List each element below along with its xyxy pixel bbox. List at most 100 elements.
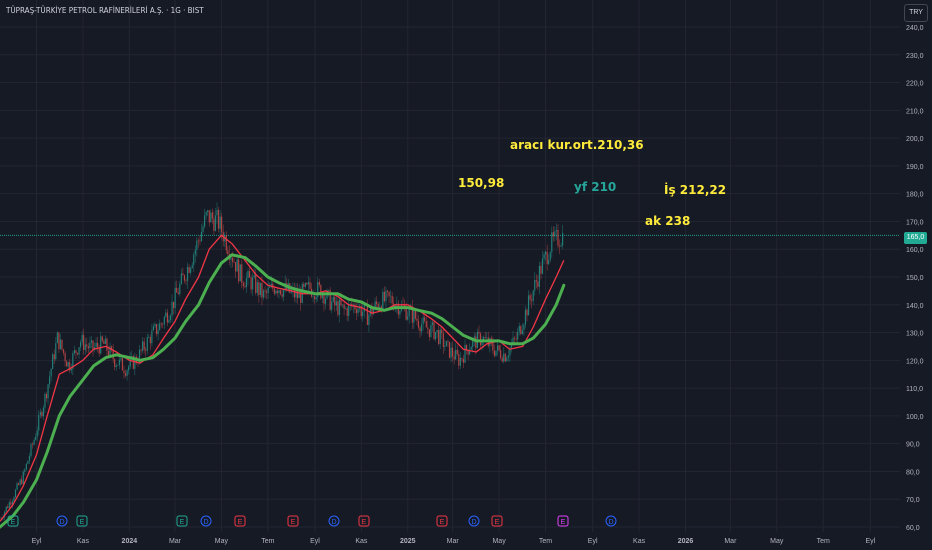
candle-body <box>109 346 111 356</box>
currency-button[interactable]: TRY <box>904 4 928 22</box>
candle-body <box>273 288 275 294</box>
event-label: E <box>238 519 243 526</box>
candle-body <box>92 340 94 350</box>
candle-body <box>473 336 475 340</box>
candle-body <box>521 330 523 335</box>
candle-body <box>244 285 246 288</box>
event-label: E <box>495 519 500 526</box>
candle-body <box>405 307 407 320</box>
candle-body <box>36 430 38 437</box>
candle-body <box>475 336 477 349</box>
candle-body <box>261 282 263 298</box>
candle-body <box>507 355 509 358</box>
candle-body <box>541 258 544 274</box>
candle-body <box>52 354 54 369</box>
candle-body <box>100 336 102 354</box>
candle-body <box>235 262 237 272</box>
symbol-title[interactable]: TÜPRAŞ-TÜRKİYE PETROL RAFİNERİLERİ A.Ş. … <box>6 6 204 15</box>
candle-body <box>467 350 469 355</box>
candle-body <box>501 358 503 362</box>
candle-body <box>47 384 49 399</box>
candle-body <box>312 296 314 297</box>
candle-body <box>230 257 232 260</box>
candle-body <box>298 291 300 299</box>
candle-body <box>484 337 486 339</box>
candle-body <box>416 318 418 321</box>
x-tick-label: Kas <box>355 538 368 545</box>
candle-body <box>297 290 299 299</box>
candle-body <box>555 229 558 232</box>
candle-body <box>256 282 258 293</box>
candle-body <box>247 271 249 279</box>
candle-body <box>39 412 41 416</box>
candle-body <box>33 439 35 445</box>
event-label: D <box>59 519 64 526</box>
candle-body <box>236 259 238 272</box>
candle-body <box>132 356 134 369</box>
candle-body <box>217 209 220 229</box>
candle-body <box>481 342 483 346</box>
candle-body <box>512 337 514 345</box>
x-tick-label: Tem <box>817 538 830 545</box>
candle-body <box>495 350 497 356</box>
x-tick-label: Mar <box>447 538 460 545</box>
candle-body <box>86 344 88 347</box>
candle-body <box>388 291 390 297</box>
candle-body <box>442 333 444 348</box>
candle-body <box>25 463 27 470</box>
candle-body <box>138 349 141 364</box>
candle-body <box>309 282 311 289</box>
x-tick-label: Tem <box>539 538 552 545</box>
candle-body <box>179 283 181 295</box>
candle-body <box>188 267 190 273</box>
candle-body <box>258 282 260 296</box>
candle-body <box>56 332 58 344</box>
candle-body <box>338 299 341 315</box>
candle-body <box>531 299 533 301</box>
candle-body <box>431 322 434 326</box>
candle-body <box>186 267 189 281</box>
candle-body <box>97 342 99 348</box>
candle-body <box>104 338 106 344</box>
ma-fast-line <box>0 234 565 522</box>
candle-body <box>366 305 368 325</box>
candle-body <box>165 312 167 317</box>
candle-body <box>399 310 401 315</box>
candle-body <box>225 235 227 251</box>
candle-body <box>527 295 530 316</box>
candle-body <box>98 347 100 354</box>
earnings-event-icon <box>491 515 503 527</box>
candle-body <box>479 333 482 346</box>
candle-body <box>216 209 218 216</box>
candle-body <box>58 332 60 350</box>
x-tick-label: 2025 <box>400 538 416 545</box>
candle-body <box>461 358 463 359</box>
candle-body <box>377 303 379 309</box>
candle-body <box>35 436 37 440</box>
candle-body <box>523 324 525 331</box>
candle-body <box>202 226 204 232</box>
candle-body <box>190 267 192 273</box>
candle-body <box>562 232 564 246</box>
candle-body <box>106 338 108 351</box>
candle-body <box>166 312 168 323</box>
candle-body <box>16 483 18 490</box>
candle-body <box>227 250 229 255</box>
candle-body <box>204 215 206 227</box>
y-tick-label: 180,0 <box>906 192 924 199</box>
candle-body <box>315 297 317 300</box>
candle-body <box>11 501 13 505</box>
candle-body <box>496 345 499 351</box>
x-tick-label: Eyl <box>32 538 42 545</box>
candle-body <box>323 294 325 304</box>
candle-body <box>155 324 158 334</box>
x-tick-label: 2024 <box>122 538 138 545</box>
candle-body <box>436 330 438 332</box>
candle-body <box>163 316 165 325</box>
candle-body <box>337 301 339 315</box>
candle-body <box>81 335 83 343</box>
dividend-event-icon <box>468 515 480 527</box>
candle-body <box>123 370 125 374</box>
candle-body <box>545 251 547 255</box>
